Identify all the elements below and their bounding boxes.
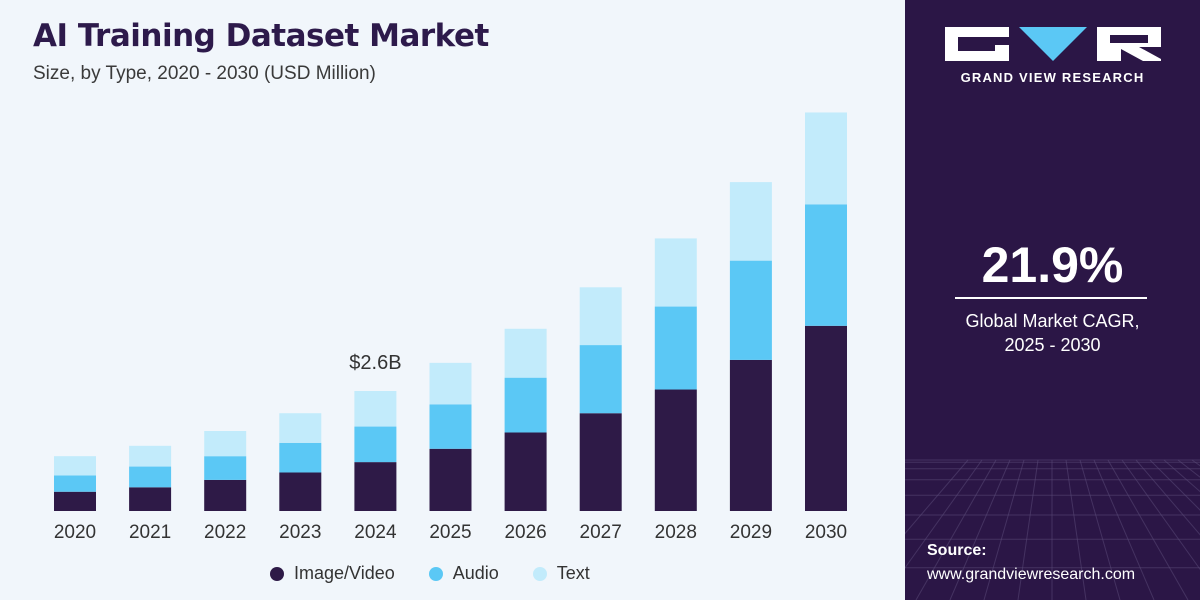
bar-2029-image-video [729,359,772,511]
bar-2020-text [54,456,96,476]
bar-2029-text [729,182,772,261]
chart-legend: Image/Video Audio Text [270,563,590,584]
brand-logo-icon [945,27,1161,61]
bar-2029-audio [729,260,772,360]
bar-2023-text [279,413,322,443]
chart-title: AI Training Dataset Market [33,18,489,54]
bar-2028-image-video [654,389,697,511]
bar-2025-image-video [429,448,472,511]
decorative-grid [905,459,1200,600]
bar-2024-text [354,391,397,427]
bar-2023-image-video [279,472,322,511]
x-tick-label-2028: 2028 [655,522,697,543]
stacked-bar-chart: 2020 2021 2022 2023 2024 2025 2026 2027 2028 2029… [54,112,847,543]
sidebar-panel: GRAND VIEW RESEARCH 21.9% Global Market … [905,0,1200,600]
bar-2028-text [654,238,697,307]
bar-2022-text [204,431,247,457]
data-label-2024: $2.6B [349,352,401,374]
x-tick-label-2029: 2029 [730,522,772,543]
bar-2020-audio [54,475,96,492]
brand-name: GRAND VIEW RESEARCH [960,70,1145,85]
legend-swatch-text [532,566,547,581]
bar-2030-audio [805,204,847,326]
chart-subtitle: Size, by Type, 2020 - 2030 (USD Million) [33,63,376,84]
x-tick-label-2026: 2026 [504,522,546,543]
x-tick-label-2025: 2025 [429,522,471,543]
bar-2023-audio [279,442,322,473]
legend-swatch-image-video [270,566,284,581]
bar-2027-audio [579,345,622,414]
legend-item-text: Text [532,563,590,584]
bar-2026-text [504,328,547,378]
legend-item-image-video: Image/Video [270,563,395,584]
bar-2030-image-video [805,325,847,511]
bar-2027-image-video [579,413,622,511]
source-label: Source: [927,542,987,559]
bar-2028-audio [654,306,697,390]
cagr-divider [955,297,1147,299]
legend-label-audio: Audio [452,563,499,583]
x-tick-label-2022: 2022 [204,522,246,543]
bar-2021-text [129,445,172,467]
bar-2021-audio [129,466,172,488]
bar-2027-text [579,287,622,346]
x-tick-label-2024: 2024 [354,522,397,543]
cagr-label: Global Market CAGR, 2025 - 2030 [905,309,1200,357]
legend-swatch-audio [428,566,443,581]
x-tick-label-2020: 2020 [54,522,96,543]
legend-label-text: Text [556,563,590,583]
bar-2026-audio [504,377,547,433]
bar-2030-text [805,112,847,205]
legend-item-audio: Audio [428,563,499,584]
source-url[interactable]: www.grandviewresearch.com [927,566,1136,583]
x-tick-label-2023: 2023 [279,522,321,543]
bar-2024-image-video [354,462,397,511]
bar-2025-text [429,362,472,405]
bar-2024-audio [354,426,397,463]
x-tick-label-2030: 2030 [805,522,847,543]
bar-2020-image-video [54,491,96,511]
x-tick-label-2027: 2027 [580,522,622,543]
cagr-label-line2: 2025 - 2030 [1004,335,1101,355]
legend-label-image-video: Image/Video [294,563,395,583]
bar-2022-audio [204,456,247,480]
x-tick-label-2021: 2021 [129,522,171,543]
bar-2021-image-video [129,487,172,511]
cagr-label-line1: Global Market CAGR, [965,311,1140,331]
chart-panel: AI Training Dataset Market Size, by Type… [0,0,905,600]
cagr-value: 21.9% [981,237,1124,293]
bar-2022-image-video [204,479,247,511]
bar-2025-audio [429,404,472,449]
bar-2026-image-video [504,432,547,511]
